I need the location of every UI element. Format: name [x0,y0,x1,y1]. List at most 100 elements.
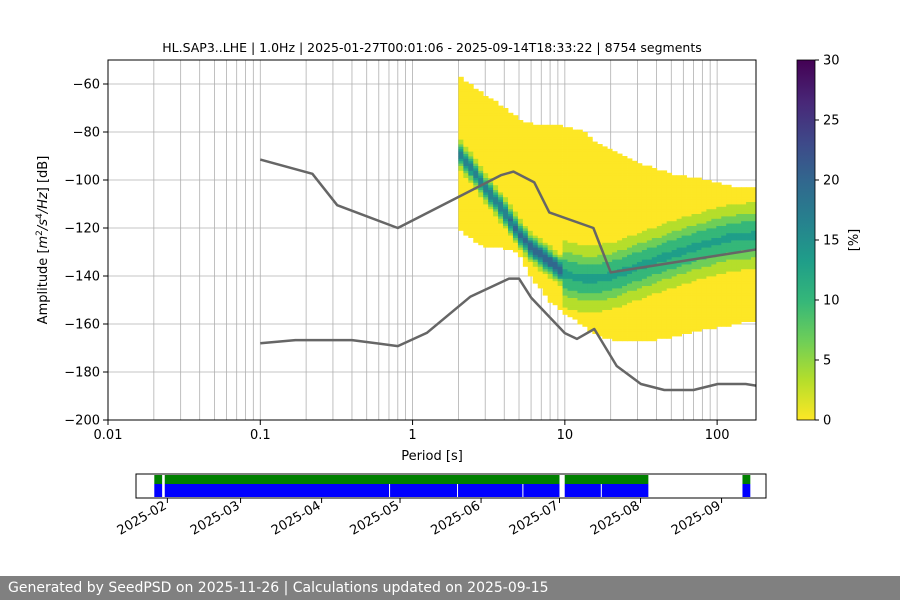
pdf-cell [597,249,603,253]
pdf-cell [666,304,673,308]
pdf-cell [612,276,618,279]
pdf-cell [547,184,554,188]
pdf-cell [671,192,678,195]
pdf-cell [691,228,697,231]
pdf-cell [661,256,668,260]
pdf-cell [468,175,474,178]
pdf-cell [691,326,697,330]
pdf-cell [567,153,573,157]
pdf-cell [736,240,742,243]
pdf-heatmap [458,76,756,342]
pdf-cell [651,302,658,306]
pdf-cell [567,148,573,152]
pdf-cell [627,300,633,303]
pdf-cell [681,175,687,178]
pdf-cell [676,180,683,183]
pdf-cell [567,242,573,246]
nhnm-curve [259,158,756,274]
pdf-cell [582,276,588,279]
pdf-cell [582,206,588,210]
pdf-cell [731,312,737,315]
pdf-cell [741,264,747,267]
pdf-cell [646,297,653,301]
pdf-cell [666,199,673,202]
pdf-cell [582,146,588,150]
pdf-cell [607,228,613,231]
pdf-cell [696,326,702,330]
pdf-cell [597,172,603,176]
pdf-cell [483,153,489,157]
pdf-cell [636,194,643,198]
pdf-cell [552,290,559,294]
pdf-cell [751,266,756,270]
pdf-cell [483,115,489,118]
pdf-cell [651,182,658,186]
pdf-cell [602,249,608,253]
pdf-cell [751,261,756,265]
pdf-cell [706,266,712,270]
pdf-cell [542,261,549,265]
pdf-cell [582,153,588,157]
pdf-cell [468,100,474,104]
pdf-cell [498,122,504,126]
pdf-cell [651,300,658,303]
pdf-cell [602,331,608,334]
timeline-processed-segment [564,475,649,484]
pdf-cell [527,252,534,255]
pdf-cell [656,304,663,308]
pdf-cell [508,146,514,150]
pdf-cell [656,213,663,217]
pdf-cell [691,254,697,258]
pdf-cell [691,216,697,219]
pdf-cell [552,225,559,229]
pdf-cell [617,290,623,294]
pdf-cell [656,249,663,253]
pdf-cell [468,134,474,138]
pdf-cell [517,249,524,253]
pdf-cell [627,158,633,162]
pdf-cell [468,124,474,128]
pdf-cell [478,158,484,162]
pdf-cell [686,182,692,186]
pdf-cell [488,105,494,109]
pdf-cell [661,302,668,306]
pdf-cell [632,256,638,260]
pdf-cell [666,288,673,291]
pdf-cell [721,249,727,253]
pdf-cell [736,204,742,207]
pdf-cell [706,184,712,188]
pdf-cell [478,177,484,181]
pdf-cell [537,261,544,265]
pdf-cell [508,136,514,140]
pdf-cell [627,249,633,253]
pdf-cell [498,151,504,154]
pdf-cell [671,321,678,325]
pdf-cell [537,175,544,178]
pdf-cell [577,292,583,296]
pdf-cell [582,271,588,274]
timeline-tick-label: 2025-06 [429,498,484,538]
pdf-cell [597,312,603,315]
pdf-cell [597,285,603,289]
pdf-cell [512,139,519,142]
pdf-cell [522,235,529,238]
pdf-cell [617,321,623,325]
pdf-cell [666,336,673,339]
pdf-cell [562,132,568,135]
pdf-cell [617,153,623,157]
pdf-cell [463,187,469,190]
pdf-cell [537,177,544,181]
pdf-cell [557,175,563,178]
pdf-cell [741,244,747,248]
pdf-cell [602,300,608,303]
pdf-cell [746,235,752,238]
pdf-cell [468,228,474,231]
pdf-cell [736,278,742,282]
pdf-cell [656,252,663,255]
pdf-cell [691,295,697,298]
pdf-cell [676,316,683,320]
pdf-cell [632,237,638,241]
pdf-cell [517,134,524,138]
pdf-cell [577,156,583,159]
pdf-cell [602,326,608,330]
